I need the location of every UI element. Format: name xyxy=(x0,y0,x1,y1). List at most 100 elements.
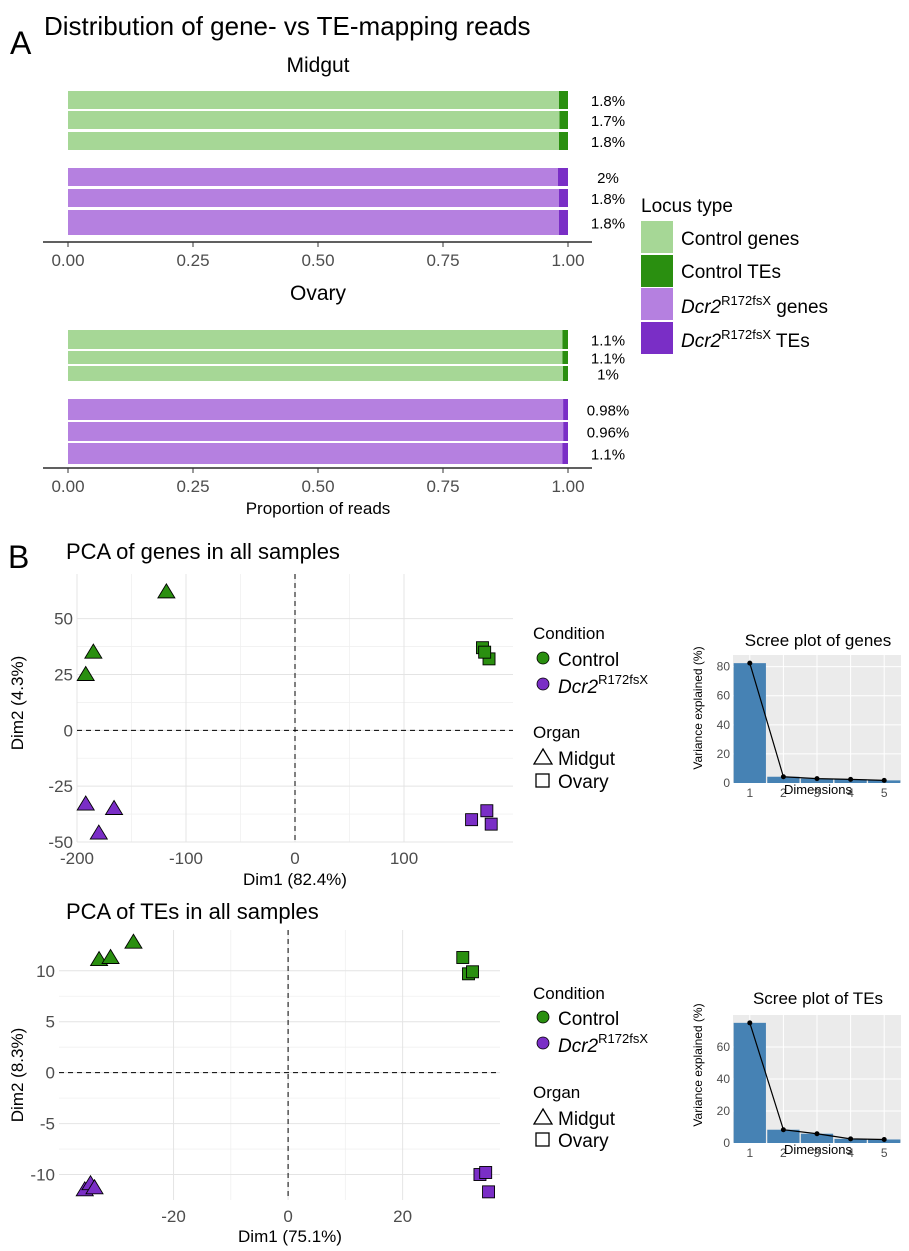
bar-tes-segment xyxy=(562,443,568,464)
data-point-ovary xyxy=(479,1166,493,1179)
dcr2-genes-allele: R172fsX xyxy=(721,293,771,308)
data-point-ovary xyxy=(480,804,494,818)
bar-percent-label: 1.1% xyxy=(591,333,625,350)
data-point-ovary xyxy=(484,817,498,831)
midgut-bar-chart-title: Midgut xyxy=(286,54,349,77)
bar-tes-segment xyxy=(562,330,568,349)
x-tick-label: 2 xyxy=(780,786,787,800)
legend-swatch-dcr2-tes xyxy=(641,322,673,354)
x-tick-label: 0.50 xyxy=(301,251,334,270)
x-tick-label: 1 xyxy=(746,786,753,800)
x-tick-label: 0.25 xyxy=(176,251,209,270)
locus-type-legend: Locus type Control genes Control TEs Dcr… xyxy=(641,196,828,354)
pca-genes-legend: Condition Control Dcr2R172fsX Organ Midg… xyxy=(532,624,648,793)
bar-tes-segment xyxy=(563,422,568,441)
panel-a-title: Distribution of gene- vs TE-mapping read… xyxy=(44,11,531,41)
data-point-midgut xyxy=(84,643,103,659)
bar-tes-segment xyxy=(558,168,568,186)
organ-legend-title: Organ xyxy=(533,1083,580,1102)
bar-percent-label: 0.96% xyxy=(587,425,630,442)
midgut-bar-chart: 1.8% 1.7% 1.8% 2% 1.8% 1.8% xyxy=(68,91,625,235)
x-tick-label: 0.00 xyxy=(51,477,84,496)
condition-dcr2-label: Dcr2R172fsX xyxy=(558,672,648,698)
scree-point xyxy=(814,1131,820,1137)
pca-tes-title: PCA of TEs in all samples xyxy=(66,899,319,924)
data-point-midgut xyxy=(101,948,120,964)
condition-dcr2-label: Dcr2R172fsX xyxy=(558,1031,648,1057)
dcr2-tes-name: Dcr2 xyxy=(681,331,722,352)
scree-genes-plot: 0 20 40 60 80 1 2 3 4 5 xyxy=(717,655,901,800)
data-point-ovary xyxy=(465,813,479,827)
data-point-ovary xyxy=(482,1185,495,1199)
x-tick-label: 0.25 xyxy=(176,477,209,496)
midgut-triangle-icon xyxy=(532,747,554,765)
scree-genes-y-label: Variance explained (%) xyxy=(691,646,705,769)
dcr2-circle-icon xyxy=(536,1036,550,1050)
y-tick-label: 10 xyxy=(36,962,55,981)
bar-percent-label: 0.98% xyxy=(587,403,630,420)
bar-tes-segment xyxy=(562,351,568,364)
organ-ovary-label: Ovary xyxy=(558,772,609,793)
condition-dcr2-allele: R172fsX xyxy=(598,1031,648,1046)
bar-genes-segment xyxy=(68,91,559,109)
condition-legend-title: Condition xyxy=(533,624,605,643)
bar-genes-segment xyxy=(68,399,564,420)
bar-genes-segment xyxy=(68,330,563,349)
scree-bar xyxy=(800,1133,834,1143)
scree-point xyxy=(780,774,786,780)
bar-percent-label: 2% xyxy=(597,170,619,187)
x-tick-label: 5 xyxy=(881,786,888,800)
x-tick-label: 3 xyxy=(814,1146,821,1160)
bar-tes-segment xyxy=(563,399,568,420)
dcr2-genes-name: Dcr2 xyxy=(681,297,722,318)
organ-legend-title: Organ xyxy=(533,723,580,742)
bar-percent-label: 1% xyxy=(597,367,619,384)
bar-tes-segment xyxy=(559,132,568,150)
scree-point xyxy=(814,776,820,782)
scree-point xyxy=(881,1136,887,1142)
bar-genes-segment xyxy=(68,351,563,364)
x-tick-label: 0.75 xyxy=(426,251,459,270)
scree-point xyxy=(747,1020,753,1026)
y-tick-label: 50 xyxy=(54,610,73,629)
bar-genes-segment xyxy=(68,189,559,207)
dcr2-circle-icon xyxy=(536,677,550,691)
y-tick-label: -25 xyxy=(48,777,73,796)
scree-point xyxy=(848,1136,854,1142)
legend-label-dcr2-tes: Dcr2R172fsX TEs xyxy=(681,327,810,352)
x-tick-label: 0.50 xyxy=(301,477,334,496)
data-point-midgut xyxy=(124,933,143,949)
condition-dcr2-allele: R172fsX xyxy=(598,672,648,687)
condition-dcr2-name: Dcr2 xyxy=(558,677,599,698)
y-tick-label: 20 xyxy=(717,747,731,761)
scree-tes-plot: 0 20 40 60 1 2 3 4 5 xyxy=(717,1015,901,1160)
data-point-midgut xyxy=(157,582,176,599)
scree-tes-title: Scree plot of TEs xyxy=(753,989,883,1008)
x-tick-label: 1.00 xyxy=(551,251,584,270)
bar-tes-segment xyxy=(559,91,568,109)
condition-dcr2-name: Dcr2 xyxy=(558,1036,599,1057)
x-tick-label: -100 xyxy=(169,849,203,868)
bar-percent-label: 1.8% xyxy=(591,134,625,151)
legend-swatch-control-tes xyxy=(641,255,673,287)
bar-percent-label: 1.8% xyxy=(591,216,625,233)
dcr2-genes-suffix: genes xyxy=(771,297,828,318)
locus-type-legend-title: Locus type xyxy=(641,196,733,217)
bar-genes-segment xyxy=(68,443,563,464)
organ-midgut-label: Midgut xyxy=(558,1109,616,1130)
x-tick-label: 1 xyxy=(746,1146,753,1160)
ovary-square-icon xyxy=(535,773,550,788)
pca-genes-title: PCA of genes in all samples xyxy=(66,539,340,564)
scree-genes-title: Scree plot of genes xyxy=(745,631,891,650)
legend-swatch-dcr2-genes xyxy=(641,288,673,320)
scree-bar xyxy=(767,1129,800,1143)
legend-label-control-tes: Control TEs xyxy=(681,262,781,283)
bar-genes-segment xyxy=(68,132,559,150)
x-tick-label: 0.75 xyxy=(426,477,459,496)
data-point-ovary xyxy=(466,965,479,979)
legend-label-dcr2-genes: Dcr2R172fsX genes xyxy=(681,293,828,318)
bar-genes-segment xyxy=(68,422,564,441)
condition-control-label: Control xyxy=(558,1009,619,1030)
scree-tes-y-label: Variance explained (%) xyxy=(691,1003,705,1126)
